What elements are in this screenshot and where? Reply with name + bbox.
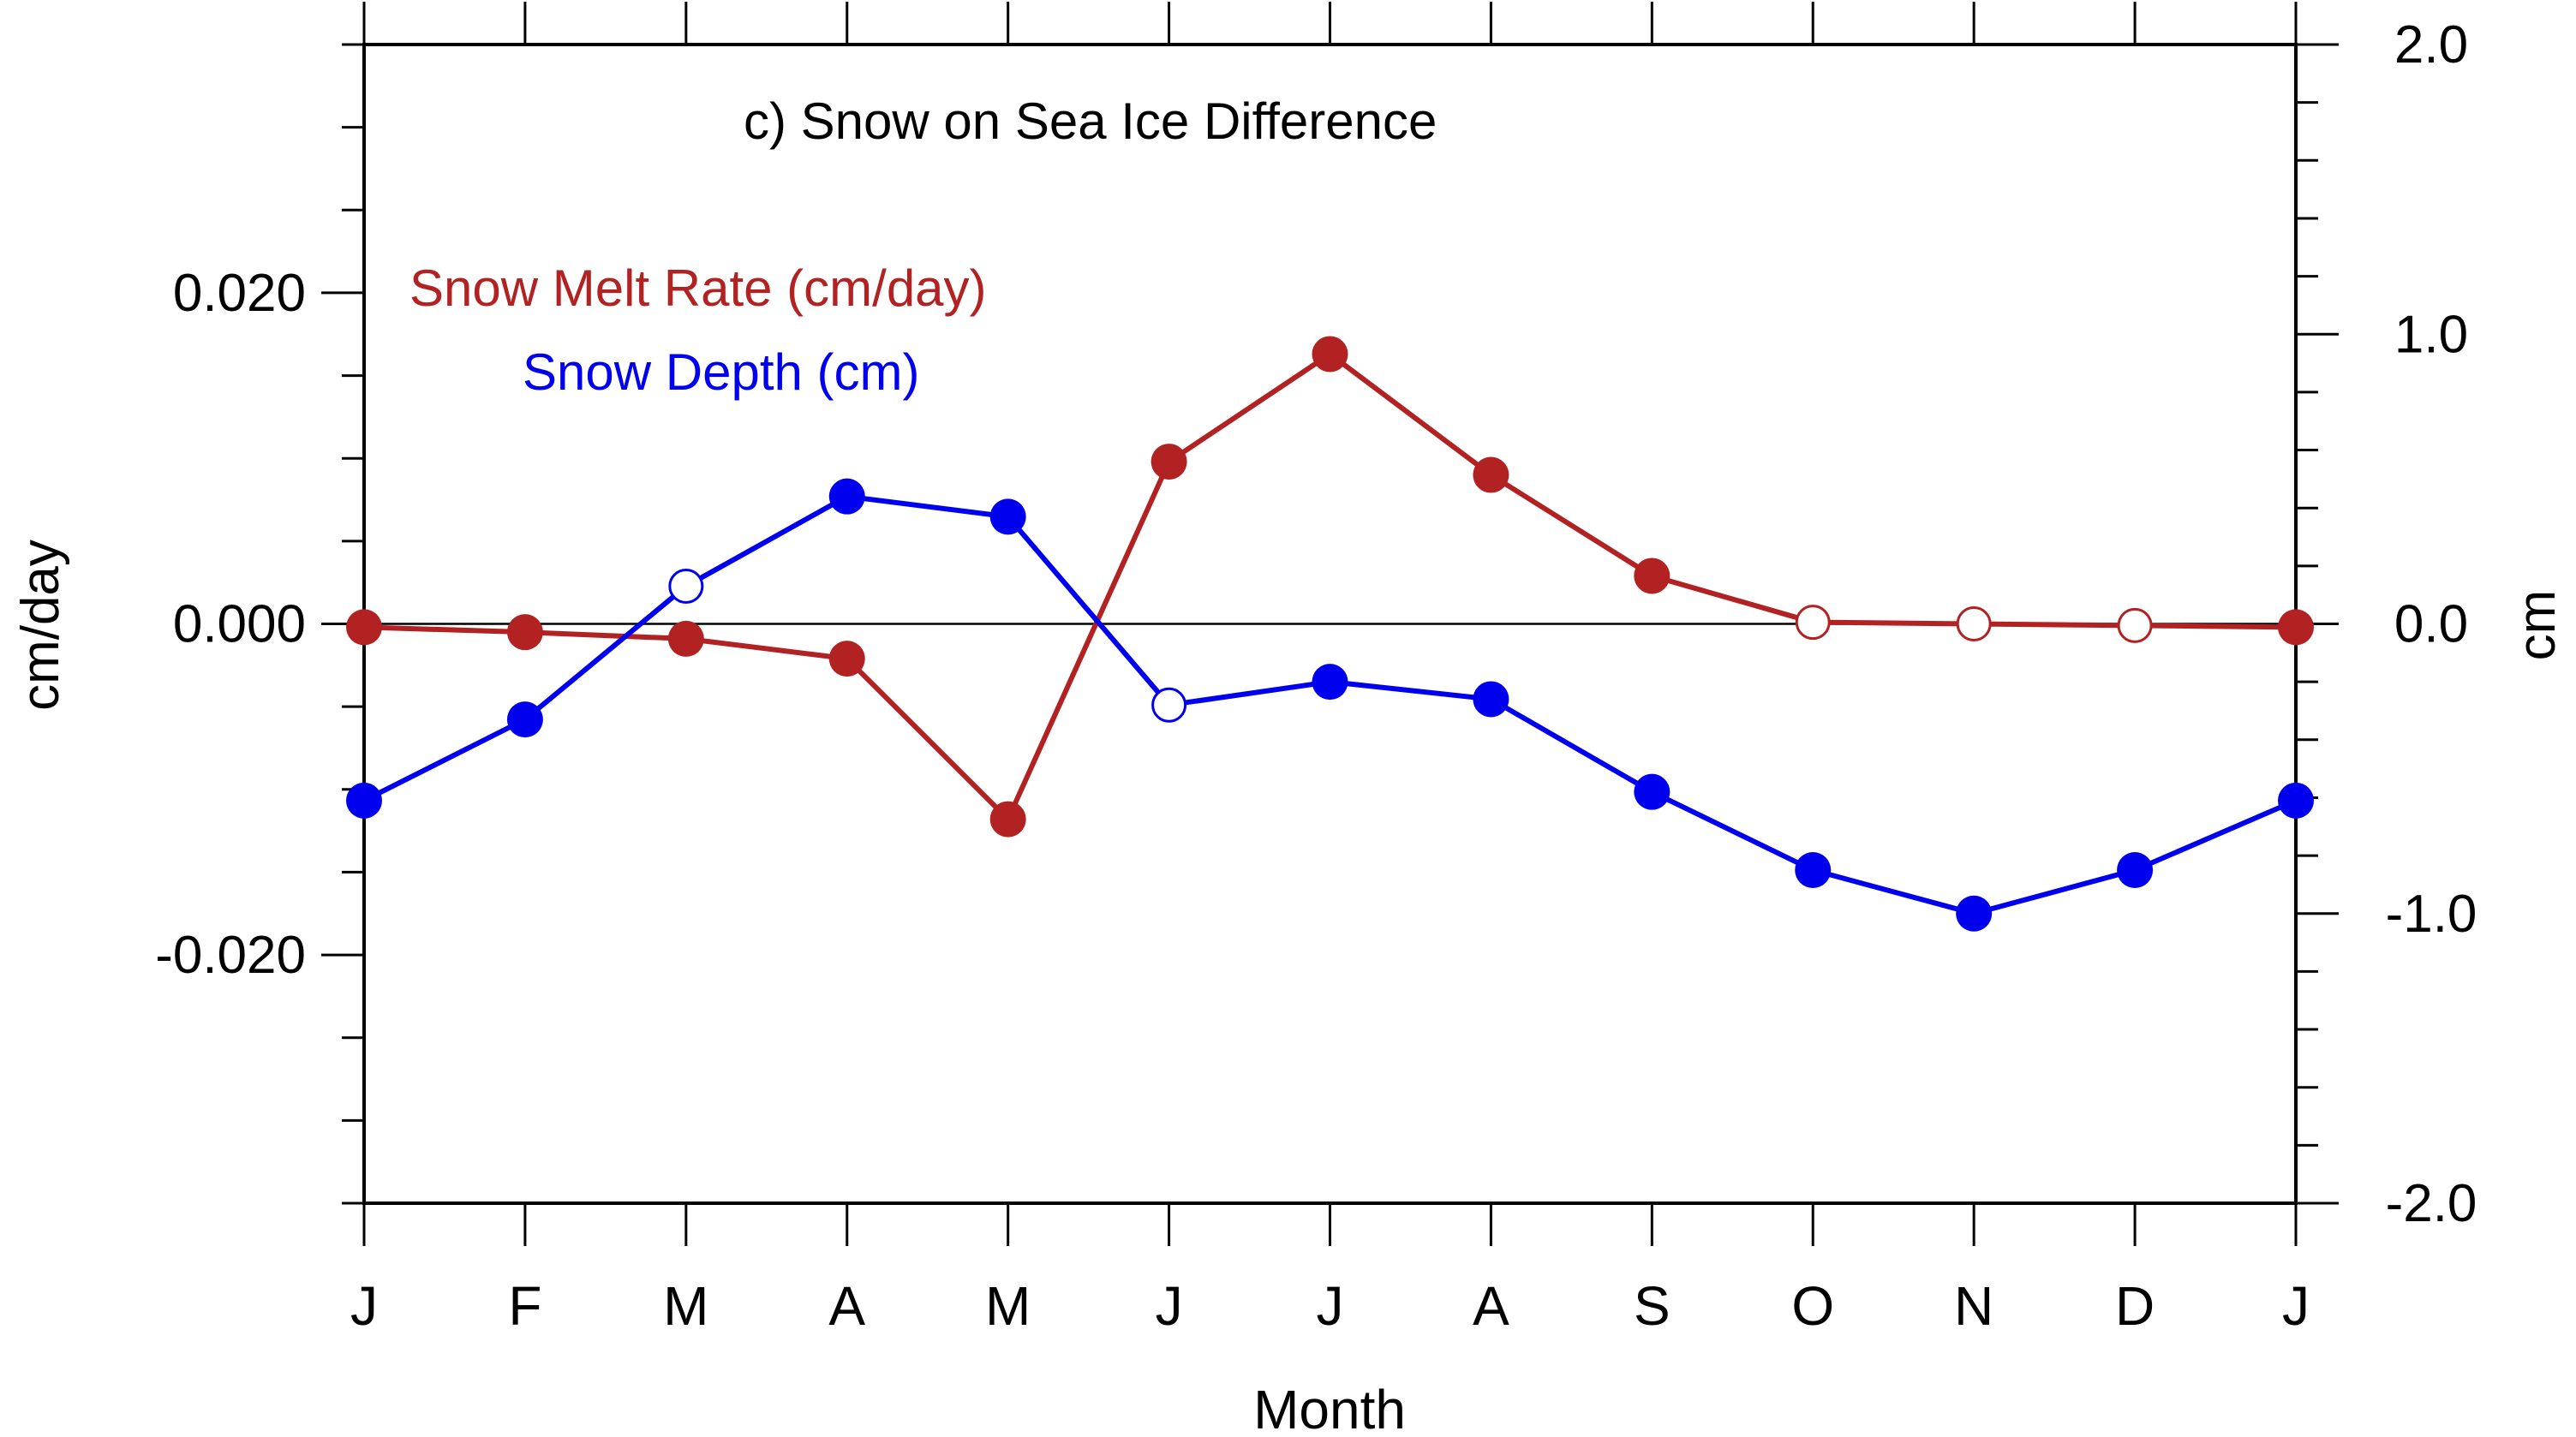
tick-labels: 0.020 0.000 -0.020 2.0 1.0 0.0 -1.0 -2.0 J F M A M J J…	[155, 15, 2477, 1337]
x-tick-label: J	[2282, 1275, 2310, 1337]
data-point-snow-depth	[346, 782, 382, 819]
y-axis-label-left: cm/day	[11, 540, 70, 711]
data-point-snow-depth	[506, 701, 543, 738]
x-tick-label: F	[508, 1275, 541, 1337]
right-tick-label: 2.0	[2394, 15, 2468, 75]
data-point-snow-depth	[2278, 782, 2314, 819]
x-tick-label: J	[1317, 1275, 1344, 1337]
legend-label-snow-depth: Snow Depth (cm)	[523, 343, 919, 401]
right-tick-label: -1.0	[2386, 885, 2477, 944]
legend-label-snow-melt-rate: Snow Melt Rate (cm/day)	[409, 259, 987, 317]
major-ticks	[321, 2, 2339, 1246]
data-point-snow-melt-rate	[1795, 605, 1831, 641]
x-tick-label: A	[1473, 1275, 1509, 1337]
x-tick-label: S	[1634, 1275, 1671, 1337]
data-point-snow-depth	[1634, 773, 1671, 810]
right-tick-label: 1.0	[2394, 305, 2468, 364]
data-point-snow-melt-rate	[1473, 456, 1509, 493]
series-layer	[346, 336, 2314, 932]
data-point-snow-melt-rate	[1956, 606, 1992, 641]
data-point-snow-depth	[989, 498, 1026, 535]
x-axis-label: Month	[1253, 1379, 1406, 1437]
x-tick-label: D	[2115, 1275, 2155, 1337]
data-point-snow-depth	[1795, 852, 1832, 889]
x-tick-label: J	[1156, 1275, 1183, 1337]
data-point-snow-melt-rate	[1151, 444, 1187, 480]
x-tick-label: A	[828, 1275, 865, 1337]
data-point-snow-melt-rate	[2278, 609, 2314, 646]
data-point-snow-melt-rate	[989, 801, 1026, 838]
left-tick-label: 0.000	[173, 595, 306, 654]
data-point-snow-melt-rate	[2117, 607, 2153, 643]
x-tick-label: J	[350, 1275, 378, 1337]
x-tick-label: M	[985, 1275, 1031, 1337]
data-point-snow-melt-rate	[1634, 558, 1671, 594]
y-axis-label-right: cm	[2507, 590, 2567, 661]
data-point-snow-depth	[1473, 681, 1509, 718]
data-point-snow-melt-rate	[1312, 336, 1348, 373]
data-point-snow-melt-rate	[828, 641, 865, 677]
x-tick-label: N	[1954, 1275, 1993, 1337]
left-tick-label: 0.020	[173, 264, 306, 323]
data-point-snow-depth	[1151, 687, 1187, 723]
right-tick-label: -2.0	[2386, 1174, 2477, 1233]
data-point-snow-melt-rate	[506, 614, 543, 651]
data-point-snow-depth	[2117, 852, 2154, 889]
chart-title: c) Snow on Sea Ice Difference	[744, 92, 1437, 150]
data-point-snow-depth	[668, 569, 704, 605]
data-point-snow-depth	[828, 478, 865, 515]
data-point-snow-melt-rate	[346, 609, 382, 646]
data-point-snow-depth	[1956, 895, 1993, 932]
data-point-snow-melt-rate	[667, 620, 704, 657]
data-point-snow-depth	[1312, 664, 1348, 701]
x-tick-label: O	[1791, 1275, 1834, 1337]
x-tick-label: M	[663, 1275, 708, 1337]
left-tick-label: -0.020	[155, 926, 306, 985]
right-tick-label: 0.0	[2394, 595, 2468, 654]
